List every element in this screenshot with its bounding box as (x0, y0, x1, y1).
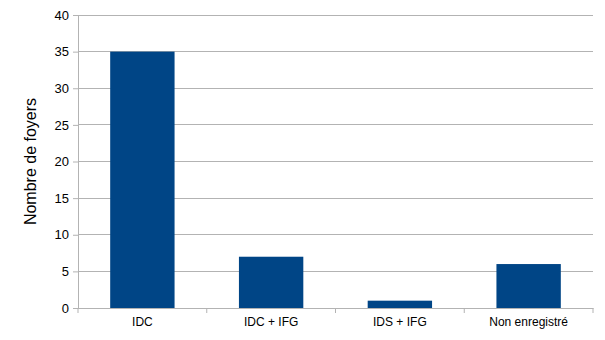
x-tick: IDC (132, 315, 153, 329)
y-tick-mark (73, 235, 78, 236)
bar (239, 257, 303, 308)
y-tick: 30 (55, 81, 78, 96)
category-separator (335, 308, 336, 313)
plot: 0 5 10 15 20 25 30 35 40 IDC IDC + IFG IDS + IFG Non… (55, 8, 594, 329)
y-tick-mark (73, 88, 78, 89)
y-tick: 0 (62, 301, 78, 316)
x-tick: Non enregistré (489, 315, 568, 329)
x-axis: IDC IDC + IFG IDS + IFG Non enregistré (78, 308, 594, 329)
bar (496, 264, 560, 308)
y-tick: 20 (55, 154, 78, 169)
category-separator (206, 308, 207, 313)
y-axis: 0 5 10 15 20 25 30 35 40 (55, 8, 79, 316)
category-separator (593, 308, 594, 313)
y-axis-title: Nombre de foyers (22, 98, 39, 225)
y-tick-mark (73, 198, 78, 199)
y-tick-label: 10 (55, 227, 69, 242)
category-separator (464, 308, 465, 313)
chart: 0 5 10 15 20 25 30 35 40 IDC IDC + IFG IDS + IFG Non… (0, 0, 605, 340)
y-tick-label: 5 (62, 264, 69, 279)
y-tick-mark (73, 52, 78, 53)
y-tick-mark (73, 308, 78, 309)
grid (78, 15, 593, 308)
y-tick: 25 (55, 118, 78, 133)
x-tick: IDC + IFG (244, 315, 298, 329)
category-separator (78, 308, 79, 313)
y-tick: 15 (55, 191, 78, 206)
y-tick-label: 20 (55, 154, 69, 169)
y-tick-mark (73, 162, 78, 163)
y-tick-label: 25 (55, 118, 69, 133)
x-tick-label: Non enregistré (489, 315, 568, 329)
y-tick: 40 (55, 8, 78, 23)
y-axis-line (73, 16, 79, 309)
y-tick-mark (73, 271, 78, 272)
y-tick-label: 40 (55, 8, 69, 23)
y-tick: 10 (55, 227, 78, 242)
y-tick: 5 (62, 264, 78, 279)
grid-line (78, 15, 593, 16)
y-tick-label: 35 (55, 44, 69, 59)
bars (110, 52, 561, 308)
y-tick-mark (73, 125, 78, 126)
y-tick-label: 15 (55, 191, 69, 206)
y-tick-label: 30 (55, 81, 69, 96)
y-tick-mark (73, 15, 78, 16)
bar (110, 52, 174, 308)
x-tick-label: IDC (132, 315, 153, 329)
x-tick: IDS + IFG (373, 315, 427, 329)
x-tick-label: IDC + IFG (244, 315, 298, 329)
x-tick-label: IDS + IFG (373, 315, 427, 329)
y-tick-label: 0 (62, 301, 69, 316)
bar (368, 301, 432, 308)
y-tick: 35 (55, 44, 78, 59)
